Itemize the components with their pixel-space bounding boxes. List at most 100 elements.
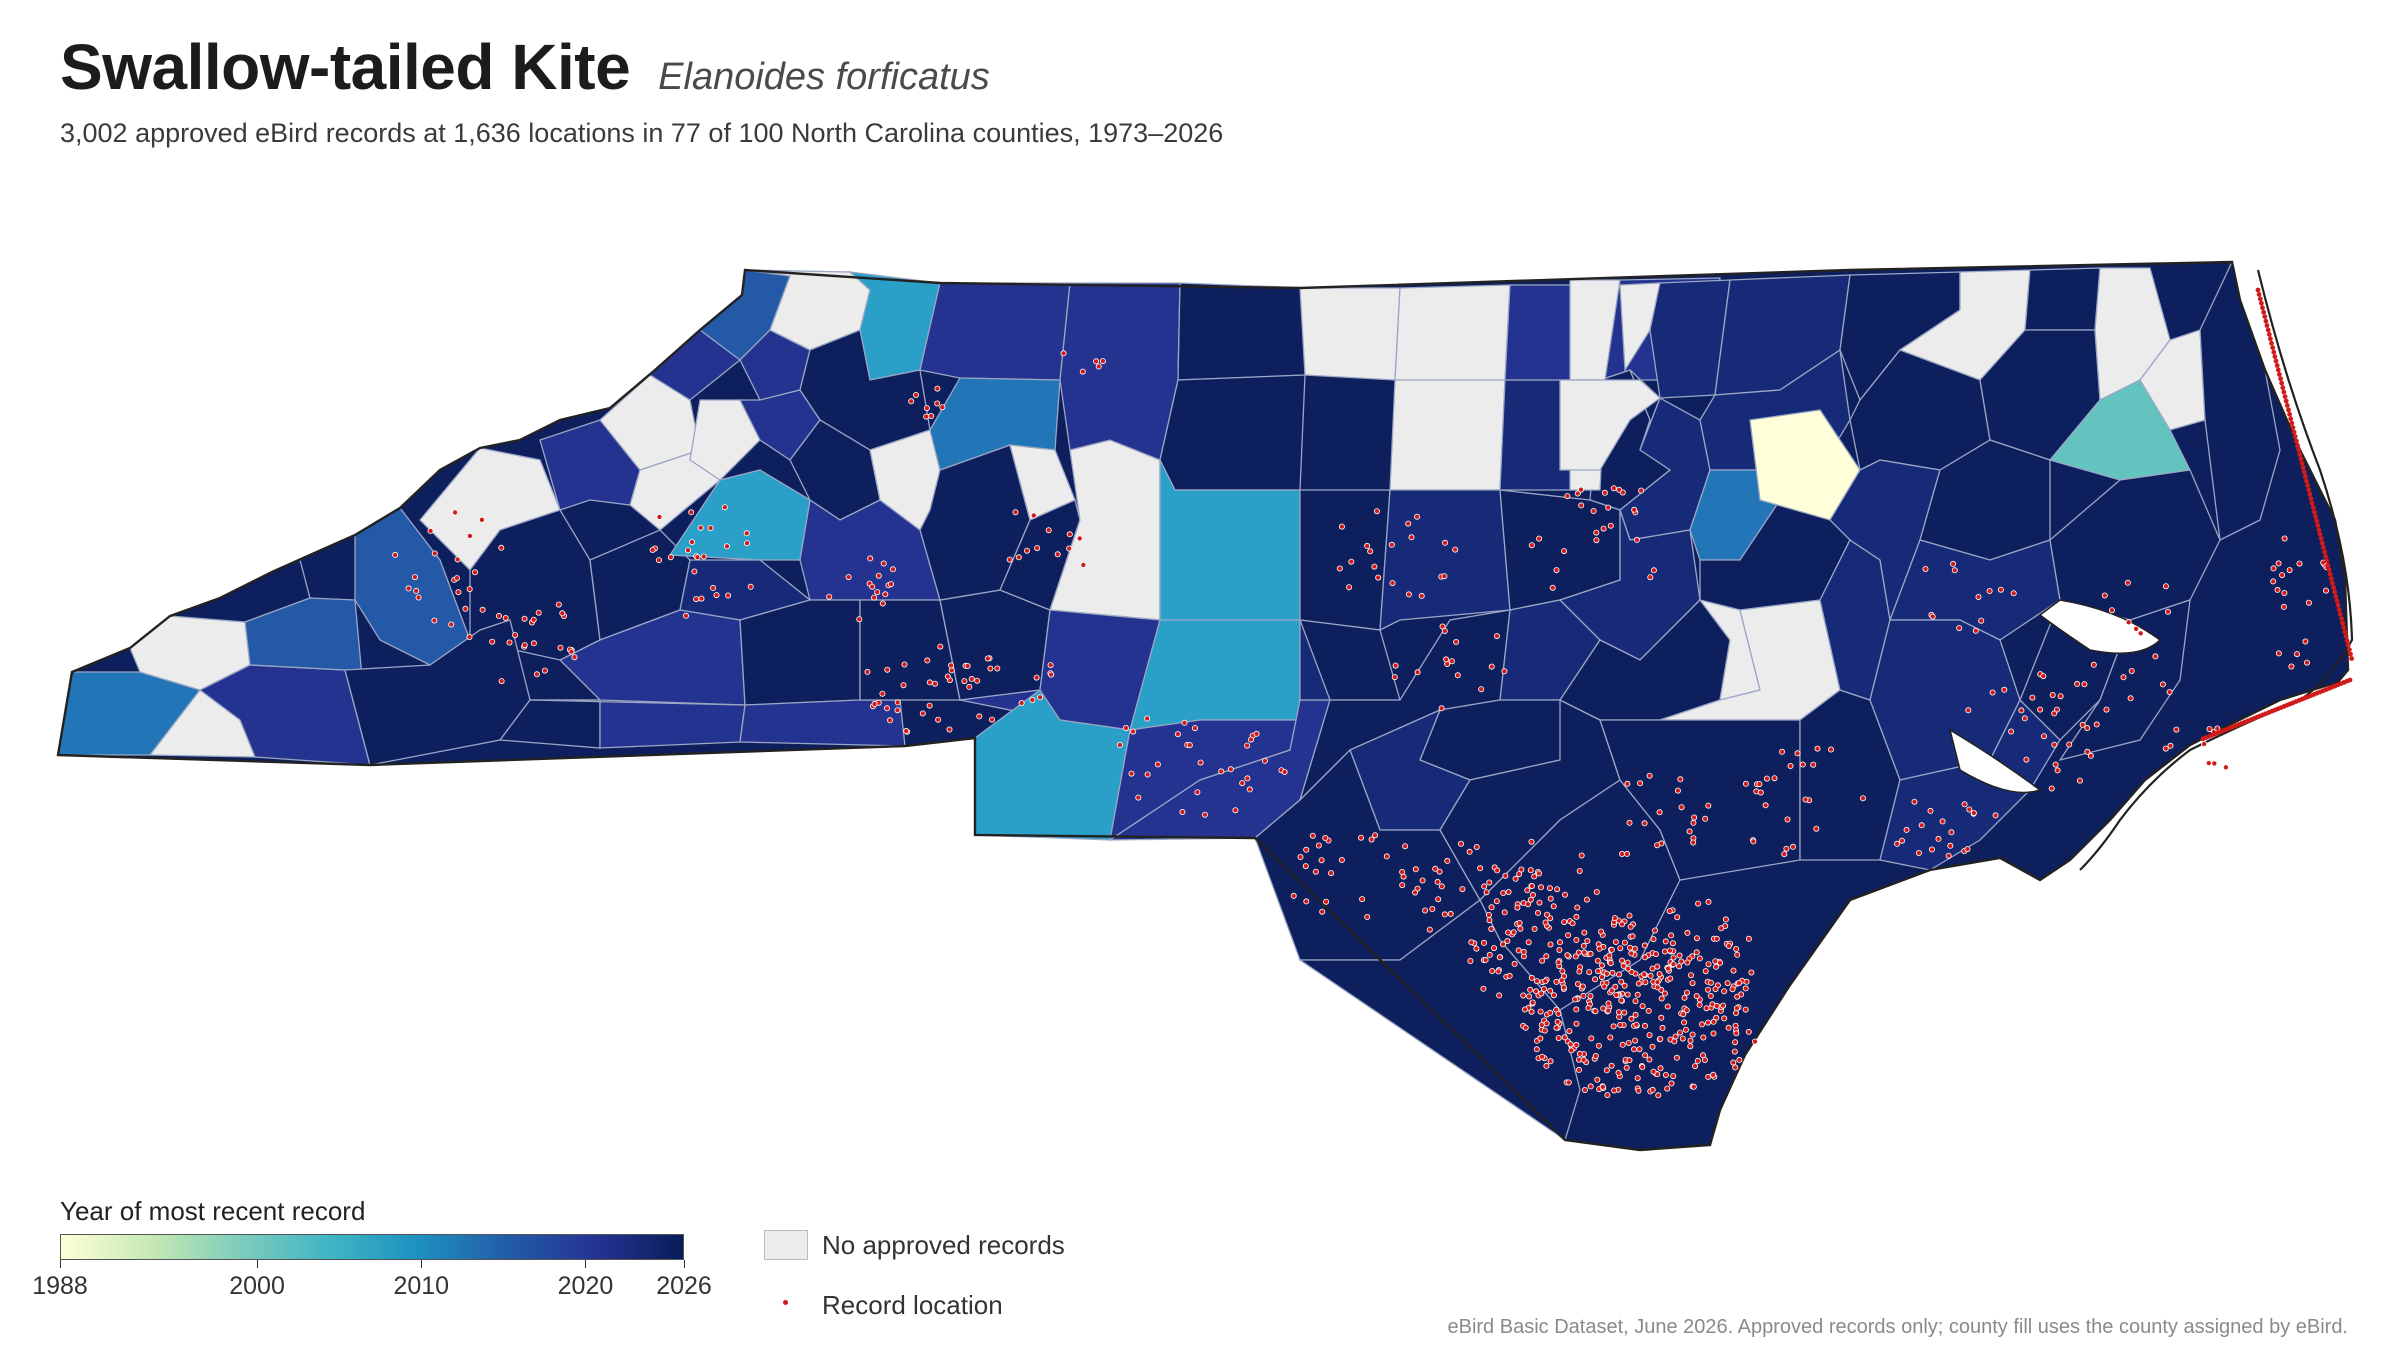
record-dot bbox=[1710, 1018, 1717, 1025]
record-dot bbox=[1718, 925, 1725, 932]
record-dot bbox=[1496, 992, 1503, 999]
record-dot bbox=[2076, 777, 2083, 784]
county bbox=[1379, 489, 1511, 632]
record-dot bbox=[1383, 853, 1390, 860]
record-dot bbox=[1601, 489, 1608, 496]
record-dot bbox=[1626, 819, 1633, 826]
record-dot bbox=[1722, 916, 1729, 923]
record-dot bbox=[1664, 1085, 1671, 1092]
record-dot bbox=[1581, 929, 1588, 936]
record-dot bbox=[1688, 972, 1695, 979]
record-dot bbox=[1693, 935, 1700, 942]
record-dot bbox=[1703, 1005, 1710, 1012]
record-dot bbox=[1521, 1006, 1528, 1013]
record-dot bbox=[2295, 443, 2300, 448]
record-dot bbox=[1724, 980, 1731, 987]
year-colorbar bbox=[60, 1234, 684, 1260]
record-dot bbox=[1593, 889, 1600, 896]
record-dot bbox=[1583, 896, 1590, 903]
record-dot bbox=[1725, 943, 1732, 950]
record-dot bbox=[1444, 857, 1451, 864]
record-dot bbox=[1561, 1034, 1568, 1041]
record-dot bbox=[2049, 692, 2056, 699]
record-dot bbox=[1725, 1024, 1732, 1031]
record-dot bbox=[1616, 971, 1623, 978]
record-dot bbox=[1911, 798, 1918, 805]
record-dot bbox=[1903, 826, 1910, 833]
record-dot bbox=[1586, 969, 1593, 976]
record-dot bbox=[1665, 965, 1672, 972]
record-dot bbox=[1506, 972, 1513, 979]
record-dot bbox=[1662, 1072, 1669, 1079]
record-dot bbox=[530, 640, 537, 647]
record-dot bbox=[1734, 951, 1741, 958]
record-dot bbox=[1618, 978, 1625, 985]
colorbar-tick-label: 2010 bbox=[393, 1272, 450, 1300]
record-dot bbox=[1649, 1043, 1656, 1050]
record-dot bbox=[1743, 978, 1750, 985]
record-dot bbox=[1312, 868, 1319, 875]
record-dot bbox=[1144, 715, 1151, 722]
record-dot bbox=[1576, 1050, 1583, 1057]
record-dot bbox=[1705, 961, 1712, 968]
record-dot bbox=[2326, 567, 2332, 573]
record-dot bbox=[1448, 658, 1455, 665]
record-dot bbox=[1587, 993, 1594, 1000]
record-dot bbox=[1612, 939, 1619, 946]
record-dot bbox=[968, 675, 975, 682]
record-dot bbox=[1438, 705, 1445, 712]
record-dot bbox=[1441, 911, 1448, 918]
record-dot bbox=[1632, 1037, 1639, 1044]
record-dot bbox=[1742, 780, 1749, 787]
record-dot bbox=[1935, 835, 1942, 842]
record-dot bbox=[1642, 1052, 1649, 1059]
record-dot bbox=[2081, 681, 2088, 688]
record-dot bbox=[1860, 795, 1867, 802]
record-dot bbox=[1649, 1086, 1656, 1093]
record-dot bbox=[884, 705, 891, 712]
record-dot bbox=[411, 574, 418, 581]
record-dot bbox=[926, 679, 933, 686]
record-dot bbox=[2256, 292, 2262, 297]
record-dot bbox=[1030, 512, 1037, 519]
record-dot bbox=[1732, 1064, 1739, 1071]
record-dot bbox=[723, 543, 730, 550]
record-dot bbox=[2029, 694, 2036, 701]
record-dot bbox=[1631, 945, 1638, 952]
record-dot bbox=[984, 655, 991, 662]
record-dot bbox=[2344, 638, 2350, 644]
record-dot bbox=[1544, 911, 1551, 918]
record-dot bbox=[2322, 549, 2328, 555]
record-dot bbox=[1561, 548, 1568, 555]
colorbar-tick-label: 2000 bbox=[229, 1272, 285, 1300]
record-dot bbox=[1495, 968, 1502, 975]
record-dot bbox=[2279, 380, 2285, 386]
record-dot bbox=[908, 398, 915, 405]
record-dot bbox=[1538, 884, 1545, 891]
record-dot bbox=[1584, 938, 1591, 945]
record-dot bbox=[1633, 536, 1640, 543]
record-dot bbox=[1627, 944, 1634, 951]
record-dot bbox=[1678, 804, 1685, 811]
record-dot bbox=[1414, 513, 1421, 520]
record-dot bbox=[1516, 920, 1523, 927]
record-dot bbox=[2335, 602, 2341, 608]
record-dot bbox=[1453, 639, 1460, 646]
record-dot bbox=[1671, 1038, 1678, 1045]
record-dot bbox=[1617, 945, 1624, 952]
record-dot bbox=[1794, 750, 1801, 757]
record-dot bbox=[2270, 578, 2277, 585]
record-dot bbox=[2279, 572, 2286, 579]
record-dot bbox=[1628, 1015, 1635, 1022]
record-dot bbox=[1642, 979, 1649, 986]
record-dot bbox=[1536, 899, 1543, 906]
record-dot bbox=[1592, 976, 1599, 983]
record-dot bbox=[1673, 1054, 1680, 1061]
record-dot bbox=[1542, 978, 1549, 985]
record-dot bbox=[479, 606, 486, 613]
record-dot bbox=[1634, 991, 1641, 998]
record-dot bbox=[880, 560, 887, 567]
outer-banks bbox=[2079, 269, 2354, 871]
record-dot bbox=[1670, 961, 1677, 968]
record-dot bbox=[1956, 625, 1963, 632]
